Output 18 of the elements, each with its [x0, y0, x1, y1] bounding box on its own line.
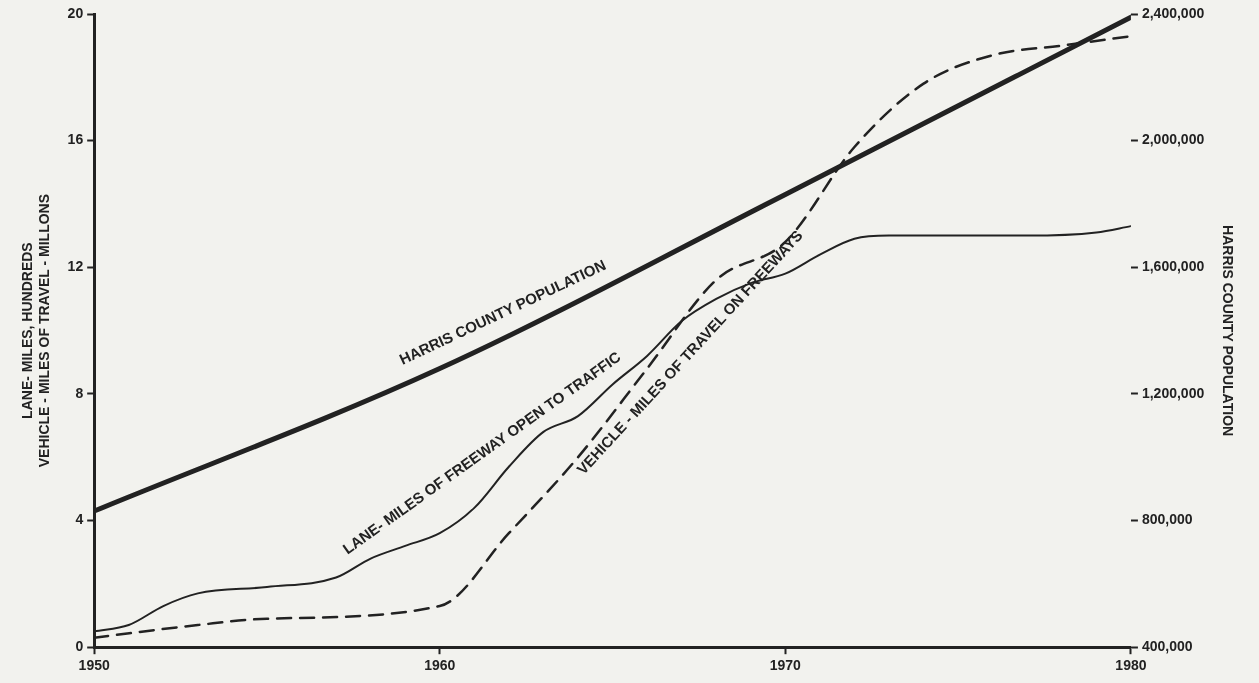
- x-tick-label: 1950: [78, 657, 110, 674]
- y-tick-label: 0: [75, 638, 84, 655]
- y-axis-title: LANE- MILES, HUNDREDS VEHICLE - MILES OF TRAVEL - MILLONS: [19, 193, 53, 468]
- y2-tick-label: 400,000: [1141, 638, 1193, 655]
- x-tick-label: 1970: [769, 657, 802, 674]
- y-tick-label: 8: [75, 384, 84, 401]
- y-tick-label: 4: [75, 511, 84, 528]
- y-tick-label: 12: [67, 258, 84, 275]
- y2-axis-title: HARRIS COUNTY POPULATION: [1219, 225, 1236, 437]
- y2-tick-label: 2,000,000: [1141, 131, 1205, 148]
- y-tick-label: 20: [67, 4, 84, 21]
- y2-tick-label: 1,200,000: [1141, 384, 1205, 401]
- x-tick-label: 1980: [1115, 657, 1147, 674]
- y-tick-label: 16: [67, 131, 84, 148]
- x-tick-label: 1960: [424, 657, 456, 674]
- y2-tick-label: 800,000: [1141, 511, 1193, 528]
- y2-tick-label: 2,400,000: [1141, 4, 1205, 21]
- y2-tick-label: 1,600,000: [1141, 258, 1205, 275]
